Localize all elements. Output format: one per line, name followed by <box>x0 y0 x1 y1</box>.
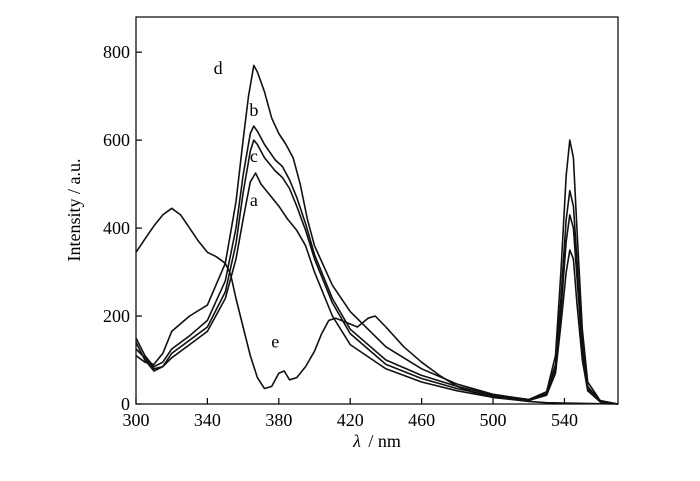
series-line-a <box>135 172 619 405</box>
plot-frame <box>135 16 619 405</box>
series-line-d <box>135 64 619 405</box>
y-axis-title: Intensity / a.u. <box>64 159 84 262</box>
y-tick-label: 0 <box>121 394 130 414</box>
y-tick-label: 800 <box>103 42 130 62</box>
x-tick-label: 460 <box>408 410 435 430</box>
x-tick-label: 500 <box>480 410 507 430</box>
series-line-b <box>135 125 619 405</box>
x-axis: 300 340 380 420 460 500 540 <box>123 398 578 430</box>
x-tick-label: 540 <box>551 410 578 430</box>
series-line-c <box>135 139 619 405</box>
x-tick-label: 380 <box>265 410 292 430</box>
curve-labels: a b c d e <box>214 58 280 352</box>
x-tick-label: 300 <box>123 410 150 430</box>
curve-label-d: d <box>214 58 223 78</box>
x-axis-title: λ / nm <box>352 431 401 451</box>
x-axis-unit: / nm <box>368 431 401 451</box>
x-tick-label: 340 <box>194 410 221 430</box>
plot-area <box>135 64 619 405</box>
y-tick-label: 200 <box>103 306 130 326</box>
curve-label-e: e <box>271 332 279 352</box>
y-axis: 0 200 400 600 800 <box>103 42 142 414</box>
y-tick-label: 600 <box>103 130 130 150</box>
curve-label-b: b <box>249 100 258 120</box>
x-axis-symbol: λ <box>352 431 361 451</box>
curve-label-c: c <box>250 146 258 166</box>
y-tick-label: 400 <box>103 218 130 238</box>
x-tick-label: 420 <box>337 410 364 430</box>
curve-label-a: a <box>250 190 258 210</box>
series-line-e <box>135 207 619 405</box>
